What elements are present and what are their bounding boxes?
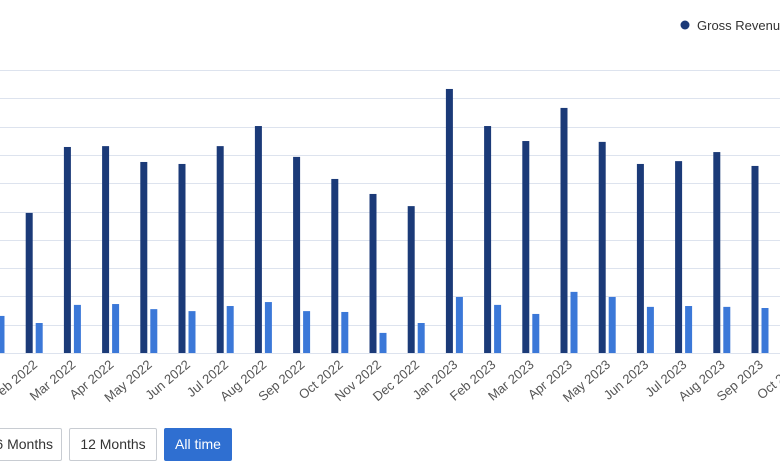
range-button[interactable]: 12 Months <box>69 428 157 461</box>
bar <box>178 163 186 353</box>
bar <box>293 156 301 353</box>
bar <box>264 302 272 353</box>
bar <box>494 304 502 353</box>
bar <box>303 311 311 353</box>
bar <box>751 165 759 353</box>
bar <box>216 146 224 353</box>
bar <box>598 141 606 353</box>
bar <box>407 206 415 353</box>
bar <box>761 308 769 353</box>
bar <box>102 146 110 353</box>
bar <box>532 313 540 353</box>
bar <box>570 291 578 353</box>
range-button[interactable]: All time <box>164 428 232 461</box>
bar <box>35 323 43 353</box>
bar <box>560 107 568 353</box>
bar <box>675 161 683 353</box>
bar <box>140 161 148 353</box>
bar <box>484 126 492 353</box>
bar <box>150 309 158 353</box>
bar <box>341 311 349 353</box>
bar <box>188 311 196 353</box>
bar <box>646 306 654 353</box>
range-button[interactable]: 6 Months <box>0 428 62 461</box>
bar <box>636 163 644 353</box>
bar <box>455 296 463 353</box>
range-selector: 6 Months 12 Months All time <box>0 428 780 461</box>
bar <box>112 304 120 353</box>
bar <box>445 88 453 353</box>
bar <box>25 212 33 353</box>
bar <box>226 306 234 353</box>
bar <box>73 304 81 353</box>
bar <box>723 306 731 353</box>
bar <box>331 178 339 353</box>
bar <box>608 296 616 353</box>
legend-label: Gross Revenue <box>697 18 780 33</box>
bar <box>685 306 693 353</box>
bar <box>417 323 425 353</box>
bar <box>0 315 5 353</box>
bar <box>63 146 71 353</box>
bar <box>379 332 387 353</box>
bar <box>369 193 377 353</box>
bar <box>522 141 530 353</box>
bar <box>254 126 262 353</box>
legend-marker <box>680 20 690 30</box>
bar <box>713 152 721 353</box>
